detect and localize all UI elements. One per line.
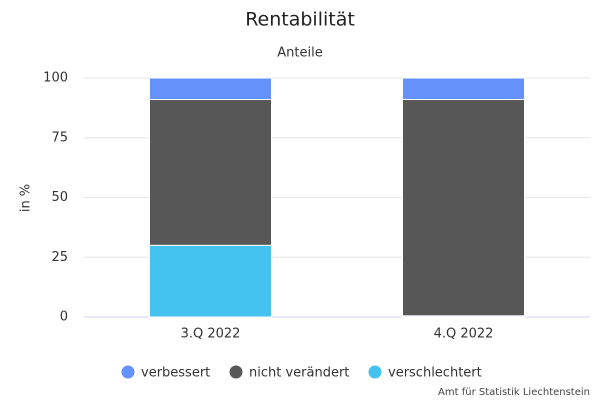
legend-label: nicht verändert [249,366,349,381]
bar-segment [149,244,272,318]
chart-subtitle: Anteile [277,46,322,61]
y-tick-label: 0 [60,310,68,325]
y-tick-label: 100 [43,71,68,86]
bar-segment [149,99,272,246]
credit: Amt für Statistik Liechtenstein [438,387,590,398]
y-tick-label: 25 [51,250,68,265]
x-tick-label: 3.Q 2022 [181,327,241,342]
bar-segment [402,99,525,317]
legend-label: verbessert [141,366,210,381]
y-axis-label: in % [19,184,34,212]
x-tick-label: 4.Q 2022 [434,327,494,342]
bar-segment [402,77,525,101]
legend-label: verschlechtert [388,366,482,381]
legend-marker [229,365,243,379]
y-tick-label: 50 [51,190,68,205]
y-tick-label: 75 [51,130,68,145]
legend-marker [368,365,382,379]
chart-title: Rentabilität [245,9,355,31]
bar-segment [149,77,272,101]
legend-marker [121,365,135,379]
